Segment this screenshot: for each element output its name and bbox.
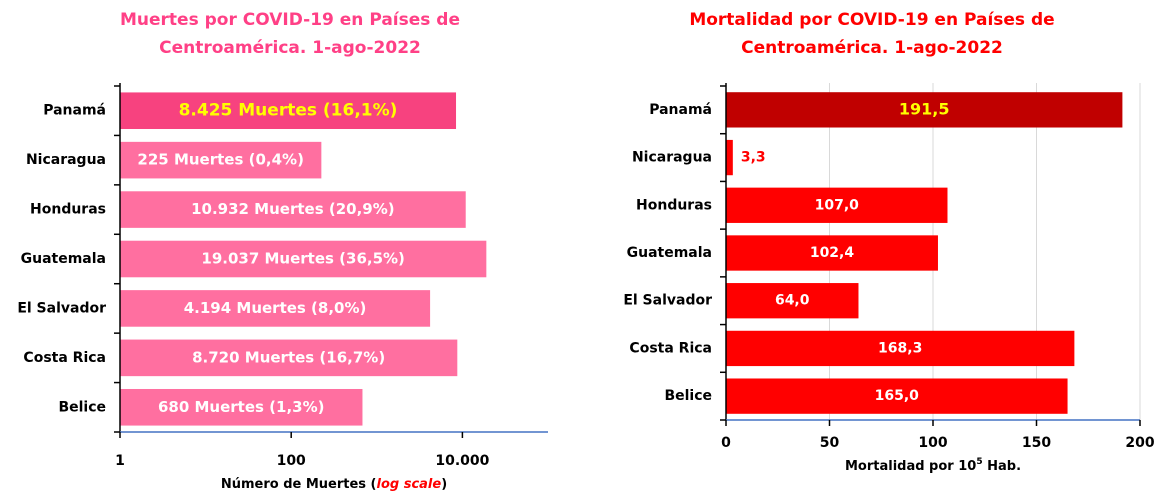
x-axis-label-part: 5: [976, 457, 982, 467]
bar: [726, 378, 1068, 414]
x-tick-label: 0: [721, 435, 731, 451]
value-label: 19.037 Muertes (36,5%): [201, 250, 405, 268]
bar: [726, 92, 1123, 128]
value-label: 680 Muertes (1,3%): [158, 398, 325, 416]
category-label: El Salvador: [17, 300, 106, 316]
category-label: El Salvador: [623, 293, 712, 309]
category-label: Nicaragua: [26, 152, 106, 168]
value-label: 4.194 Muertes (8,0%): [184, 299, 367, 317]
category-label: Costa Rica: [629, 340, 712, 356]
bar: [120, 339, 458, 377]
x-tick-label: 50: [820, 435, 840, 451]
category-label: Nicaragua: [632, 150, 712, 166]
x-tick-label: 10.000: [435, 453, 489, 469]
chart: Muertes por COVID-19 en Países de Centroa…: [17, 10, 548, 492]
chart-title: Muertes por COVID-19 en Países de: [120, 10, 460, 30]
category-label: Panamá: [43, 103, 106, 119]
category-label: Honduras: [636, 197, 712, 213]
bar: [726, 187, 948, 223]
bar: [120, 92, 457, 130]
value-label: 8.720 Muertes (16,7%): [192, 348, 385, 366]
value-label: 225 Muertes (0,4%): [137, 151, 304, 169]
chart: Mortalidad por COVID-19 en Países de Cent…: [623, 10, 1155, 474]
bar: [726, 330, 1075, 367]
category-label: Costa Rica: [23, 350, 106, 366]
value-label: 102,4: [810, 245, 855, 261]
category-label: Panamá: [649, 102, 712, 118]
bar: [120, 191, 466, 228]
value-label: 168,3: [878, 340, 922, 356]
bar: [726, 235, 938, 271]
x-tick-label: 100: [277, 453, 306, 469]
bar: [120, 290, 431, 327]
x-tick-label: 1: [115, 453, 125, 469]
category-label: Belice: [58, 399, 106, 415]
x-axis-label-part: Número de Muertes (: [221, 477, 377, 492]
x-axis-label-part: Hab.: [983, 459, 1021, 474]
value-label: 10.932 Muertes (20,9%): [191, 200, 395, 218]
x-axis-label: Mortalidad por 105 Hab.: [845, 457, 1021, 474]
x-axis-label: Número de Muertes (log scale): [221, 477, 447, 492]
bar: [726, 139, 733, 176]
bar: [726, 283, 859, 319]
value-label: 165,0: [875, 388, 920, 404]
chart-title: Centroamérica. 1-ago-2022: [159, 38, 421, 58]
x-axis-label-part: ): [441, 477, 447, 492]
value-label: 107,0: [815, 197, 860, 213]
value-label: 191,5: [899, 99, 950, 118]
x-axis-label-part: log scale: [377, 477, 442, 492]
value-label: 64,0: [775, 293, 810, 309]
category-label: Belice: [664, 388, 712, 404]
x-tick-label: 150: [1022, 435, 1051, 451]
bar: [120, 388, 363, 426]
x-tick-label: 100: [918, 435, 947, 451]
category-label: Honduras: [30, 202, 106, 218]
x-axis-label-part: Mortalidad por 10: [845, 459, 976, 474]
bar: [120, 240, 487, 278]
category-label: Guatemala: [21, 251, 106, 267]
category-label: Guatemala: [627, 245, 712, 261]
chart-title: Centroamérica. 1-ago-2022: [741, 38, 1003, 58]
value-label: 3,3: [741, 150, 766, 166]
chart-title: Mortalidad por COVID-19 en Países de: [689, 10, 1054, 30]
value-label: 8.425 Muertes (16,1%): [179, 101, 398, 121]
bar: [120, 141, 322, 179]
x-tick-label: 200: [1125, 435, 1154, 451]
